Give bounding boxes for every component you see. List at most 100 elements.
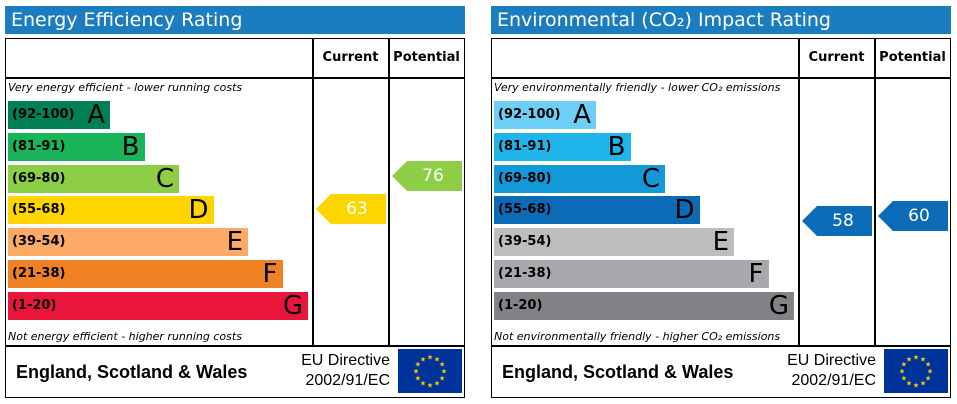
band-letter-label: F xyxy=(748,259,764,289)
band-range-label: (55-68) xyxy=(498,202,552,218)
potential-rating-marker: 76 xyxy=(392,161,462,192)
eu-star-icon: ★ xyxy=(913,382,919,390)
band-letter-label: D xyxy=(188,195,209,226)
directive-line-2: 2002/91/EC xyxy=(791,372,876,389)
rating-band-e: (39-54) E xyxy=(8,227,248,258)
panel-title: Environmental (CO₂) Impact Rating xyxy=(491,6,951,34)
eu-star-icon: ★ xyxy=(420,355,426,363)
potential-rating-value: 76 xyxy=(422,166,444,187)
band-range-label: (69-80) xyxy=(498,170,552,186)
eu-star-icon: ★ xyxy=(925,375,931,383)
eu-star-icon: ★ xyxy=(420,380,426,388)
rating-band-e: (39-54) E xyxy=(494,227,734,258)
rating-band-g: (1-20) G xyxy=(8,290,308,321)
top-caption: Very energy efficient - lower running co… xyxy=(8,81,243,94)
rating-table: Current Potential Very energy efficient … xyxy=(5,38,465,398)
directive-line-2: 2002/91/EC xyxy=(305,372,390,389)
eu-flag-icon: ★ ★ ★ ★ ★ ★ ★ ★ ★ ★ ★ ★ xyxy=(398,349,462,393)
footer-directive: EU Directive 2002/91/EC xyxy=(766,351,876,391)
eu-star-icon: ★ xyxy=(413,368,419,376)
rating-band-b: (81-91) B xyxy=(8,131,145,162)
eu-star-icon: ★ xyxy=(906,380,912,388)
band-letter-label: A xyxy=(87,100,105,130)
band-range-label: (1-20) xyxy=(12,297,57,313)
eu-star-icon: ★ xyxy=(920,380,926,388)
band-letter-label: A xyxy=(573,100,591,130)
current-rating-value: 58 xyxy=(832,210,854,231)
footer-directive: EU Directive 2002/91/EC xyxy=(280,351,390,391)
band-letter-label: E xyxy=(226,227,243,258)
current-rating-value: 63 xyxy=(346,198,368,219)
eu-star-icon: ★ xyxy=(901,375,907,383)
band-letter-label: G xyxy=(768,290,789,321)
bottom-caption: Not environmentally friendly - higher CO… xyxy=(494,330,781,343)
band-letter-label: F xyxy=(262,259,278,289)
rating-band-c: (69-80) C xyxy=(8,163,179,194)
band-range-label: (39-54) xyxy=(12,234,66,250)
band-range-label: (81-91) xyxy=(498,138,552,154)
rating-band-d: (55-68) D xyxy=(8,195,214,226)
band-letter-label: G xyxy=(282,290,303,321)
top-caption: Very environmentally friendly - lower CO… xyxy=(494,81,781,94)
eu-star-icon: ★ xyxy=(920,355,926,363)
band-letter-label: B xyxy=(121,131,140,162)
potential-column-header: Potential xyxy=(393,50,460,65)
band-letter-label: C xyxy=(155,163,174,194)
arrow-marker-icon xyxy=(802,205,872,236)
panel-title: Energy Efficiency Rating xyxy=(5,6,465,34)
current-column-header: Current xyxy=(808,50,865,65)
rating-band-d: (55-68) D xyxy=(494,195,700,226)
eu-star-icon: ★ xyxy=(913,354,919,362)
band-range-label: (21-38) xyxy=(498,266,552,281)
environmental-impact-panel: Environmental (CO₂) Impact Rating Curren… xyxy=(491,6,951,398)
rating-band-c: (69-80) C xyxy=(494,163,665,194)
directive-line-1: EU Directive xyxy=(301,352,390,369)
eu-star-icon: ★ xyxy=(427,382,433,390)
rating-band-g: (1-20) G xyxy=(494,290,794,321)
band-range-label: (55-68) xyxy=(12,202,66,218)
rating-band-a: (92-100) A xyxy=(8,101,110,129)
rating-band-f: (21-38) F xyxy=(494,260,769,288)
eu-star-icon: ★ xyxy=(434,355,440,363)
eu-star-icon: ★ xyxy=(927,368,933,376)
band-range-label: (81-91) xyxy=(12,138,66,154)
band-range-label: (39-54) xyxy=(498,234,552,250)
current-rating-marker: 58 xyxy=(802,205,872,236)
rating-band-a: (92-100) A xyxy=(494,101,596,129)
band-letter-label: E xyxy=(712,227,729,258)
eu-star-icon: ★ xyxy=(901,361,907,369)
rating-band-f: (21-38) F xyxy=(8,260,283,288)
eu-star-icon: ★ xyxy=(434,380,440,388)
arrow-marker-icon xyxy=(392,161,462,192)
arrow-marker-icon xyxy=(878,200,948,231)
band-range-label: (21-38) xyxy=(12,266,66,281)
eu-star-icon: ★ xyxy=(415,375,421,383)
bottom-caption: Not energy efficient - higher running co… xyxy=(8,330,242,343)
rating-band-b: (81-91) B xyxy=(494,131,631,162)
eu-star-icon: ★ xyxy=(415,361,421,369)
band-range-label: (1-20) xyxy=(498,297,543,313)
rating-table: Current Potential Very environmentally f… xyxy=(491,38,951,398)
directive-line-1: EU Directive xyxy=(787,352,876,369)
eu-star-icon: ★ xyxy=(439,361,445,369)
potential-column-header: Potential xyxy=(879,50,946,65)
band-letter-label: C xyxy=(641,163,660,194)
footer-country: England, Scotland & Wales xyxy=(502,362,734,382)
band-range-label: (69-80) xyxy=(12,170,66,186)
energy-efficiency-panel: Energy Efficiency Rating Current Potenti… xyxy=(5,6,465,398)
eu-flag-icon: ★ ★ ★ ★ ★ ★ ★ ★ ★ ★ ★ ★ xyxy=(884,349,948,393)
potential-rating-marker: 60 xyxy=(878,200,948,231)
band-range-label: (92-100) xyxy=(498,107,561,122)
band-range-label: (92-100) xyxy=(12,107,75,122)
arrow-marker-icon xyxy=(316,193,386,224)
current-rating-marker: 63 xyxy=(316,193,386,224)
eu-star-icon: ★ xyxy=(439,375,445,383)
eu-star-icon: ★ xyxy=(899,368,905,376)
potential-rating-value: 60 xyxy=(908,205,930,226)
band-letter-label: D xyxy=(674,195,695,226)
footer-country: England, Scotland & Wales xyxy=(16,362,248,382)
eu-star-icon: ★ xyxy=(925,361,931,369)
band-letter-label: B xyxy=(607,131,626,162)
current-column-header: Current xyxy=(322,50,379,65)
eu-star-icon: ★ xyxy=(427,354,433,362)
